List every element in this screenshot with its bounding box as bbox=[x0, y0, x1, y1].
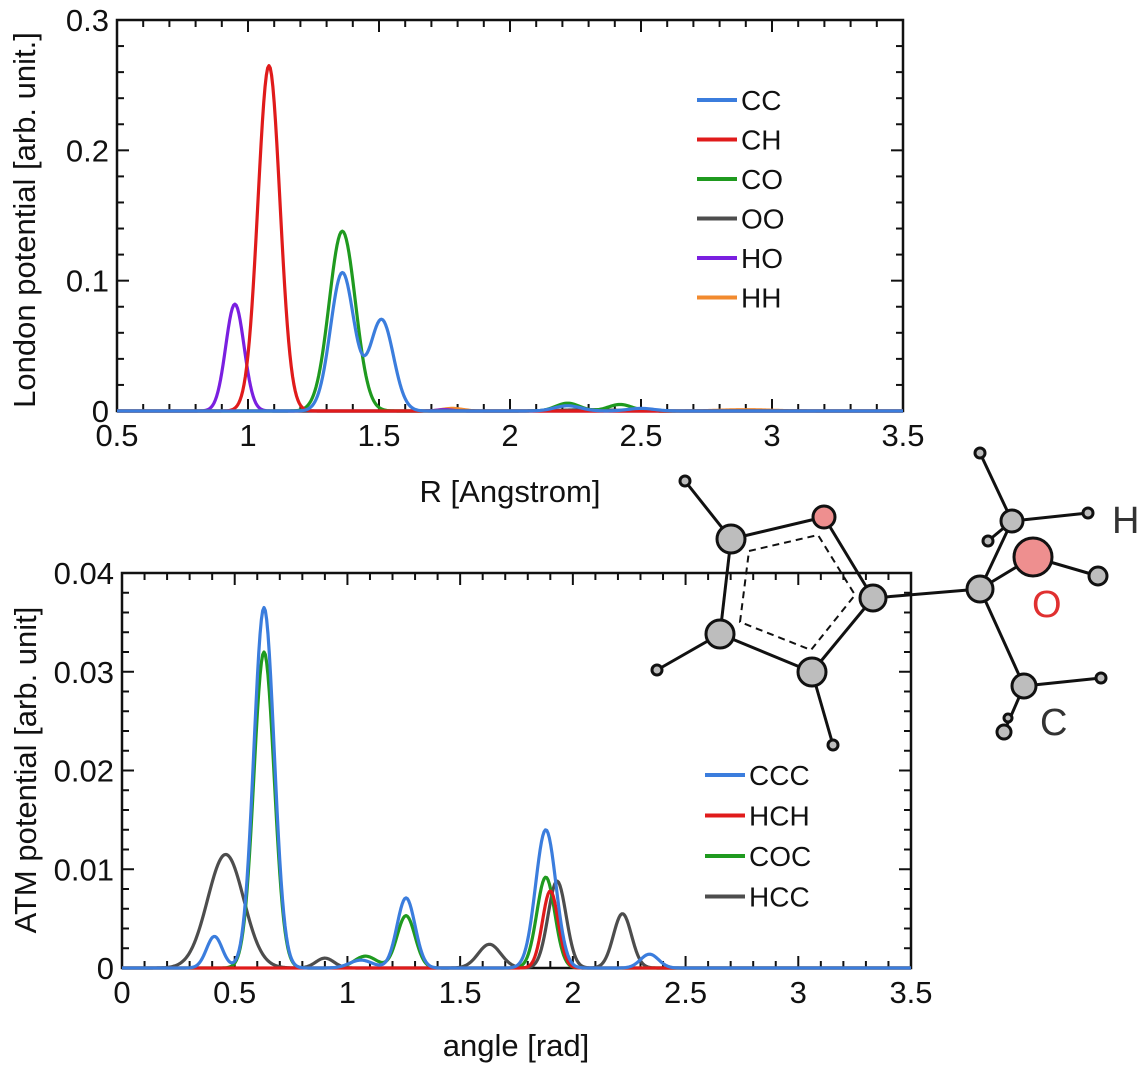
carbon-atom bbox=[704, 618, 736, 650]
london-potential-plot: 0.5 1 1.5 2 2.5 3 3.5 0 0.1 0.2 0.3 R [Angstrom] L… bbox=[7, 3, 925, 509]
x-tick-label: 1.5 bbox=[357, 418, 400, 453]
x-tick-label: 3 bbox=[763, 418, 780, 453]
x-tick-label: 0 bbox=[113, 975, 130, 1010]
hydrogen-atom bbox=[981, 534, 995, 548]
x-tick-label: 2.5 bbox=[619, 418, 662, 453]
y-tick-label: 0.04 bbox=[54, 556, 114, 591]
hydrogen-atom bbox=[650, 663, 664, 677]
legend-label-ccc: CCC bbox=[749, 760, 810, 791]
y-tick-label: 0.03 bbox=[54, 655, 114, 690]
y-tick-label: 0.01 bbox=[54, 852, 114, 887]
oxygen-atom bbox=[811, 504, 837, 530]
hydrogen-atom bbox=[1087, 565, 1109, 587]
legend-label-ho: HO bbox=[741, 243, 783, 274]
y-tick-label: 0 bbox=[97, 951, 114, 986]
molecule-atoms bbox=[650, 446, 1109, 752]
hydrogen-atom bbox=[1081, 506, 1095, 520]
top-x-axis-title: R [Angstrom] bbox=[420, 474, 601, 509]
hydrogen-atom bbox=[995, 723, 1013, 741]
top-legend: CC CH CO OO HO HH bbox=[697, 85, 785, 314]
bottom-x-axis-title: angle [rad] bbox=[443, 1028, 590, 1063]
hydrogen-atom bbox=[678, 474, 692, 488]
bottom-series-lines bbox=[121, 605, 912, 970]
x-tick-label: 2 bbox=[501, 418, 518, 453]
hydrogen-atom bbox=[1094, 671, 1108, 685]
legend-label-hh: HH bbox=[741, 283, 781, 314]
molecule-illustration: H O C bbox=[650, 446, 1139, 752]
hydrogen-atom bbox=[826, 738, 840, 752]
x-tick-label: 1 bbox=[339, 975, 356, 1010]
series-line-ch bbox=[116, 64, 904, 413]
y-tick-label: 0 bbox=[92, 394, 109, 429]
series-line-ho bbox=[116, 302, 904, 413]
series-line-co bbox=[116, 229, 904, 413]
legend-label-hcc: HCC bbox=[749, 882, 810, 913]
y-tick-label: 0.2 bbox=[66, 133, 109, 168]
y-tick-label: 0.3 bbox=[66, 3, 109, 38]
top-axis-ticks bbox=[116, 19, 904, 412]
carbon-atom bbox=[965, 574, 995, 604]
x-tick-label: 3 bbox=[790, 975, 807, 1010]
series-line-ccc bbox=[121, 605, 912, 970]
x-tick-label: 1.5 bbox=[439, 975, 482, 1010]
y-tick-label: 0.1 bbox=[66, 264, 109, 299]
bottom-tick-labels: 0 0.5 1 1.5 2 2.5 3 3.5 0 0.01 0.02 0.03 0.04 bbox=[54, 556, 933, 1010]
top-tick-labels: 0.5 1 1.5 2 2.5 3 3.5 0 0.1 0.2 0.3 bbox=[66, 3, 925, 453]
top-y-axis-title: London potential [arb. unit.] bbox=[7, 32, 42, 408]
ring-aromatic-dash bbox=[738, 533, 857, 652]
carbon-atom bbox=[1010, 672, 1038, 700]
x-tick-label: 0.5 bbox=[95, 418, 138, 453]
legend-label-hch: HCH bbox=[749, 801, 810, 832]
atom-label-c: C bbox=[1040, 702, 1067, 744]
plot-frame-top bbox=[115, 18, 905, 413]
legend-label-coc: COC bbox=[749, 841, 811, 872]
hydrogen-atom bbox=[973, 446, 987, 460]
atom-label-o: O bbox=[1032, 584, 1062, 626]
x-tick-label: 3.5 bbox=[881, 418, 924, 453]
x-tick-label: 0.5 bbox=[213, 975, 256, 1010]
top-series-lines bbox=[116, 64, 904, 413]
x-tick-label: 3.5 bbox=[889, 975, 932, 1010]
carbon-atom bbox=[796, 656, 828, 688]
legend-label-ch: CH bbox=[741, 125, 781, 156]
legend-label-oo: OO bbox=[741, 204, 785, 235]
bottom-legend: CCC HCH COC HCC bbox=[705, 760, 811, 913]
atom-label-h: H bbox=[1112, 500, 1139, 542]
x-tick-label: 1 bbox=[239, 418, 256, 453]
bottom-y-axis-title: ATM potential [arb. unit] bbox=[8, 607, 43, 934]
series-line-cc bbox=[116, 270, 904, 413]
y-tick-label: 0.02 bbox=[54, 754, 114, 789]
legend-label-co: CO bbox=[741, 164, 783, 195]
carbon-atom bbox=[715, 523, 747, 555]
carbon-atom bbox=[999, 508, 1025, 534]
x-tick-label: 2.5 bbox=[664, 975, 707, 1010]
legend-label-cc: CC bbox=[741, 85, 781, 116]
carbon-atom bbox=[858, 583, 888, 613]
atm-potential-plot: 0 0.5 1 1.5 2 2.5 3 3.5 0 0.01 0.02 0.03 0.04 angle … bbox=[8, 556, 933, 1063]
hydrogen-atom bbox=[1002, 712, 1014, 724]
oxygen-atom bbox=[1012, 536, 1054, 578]
x-tick-label: 2 bbox=[564, 975, 581, 1010]
